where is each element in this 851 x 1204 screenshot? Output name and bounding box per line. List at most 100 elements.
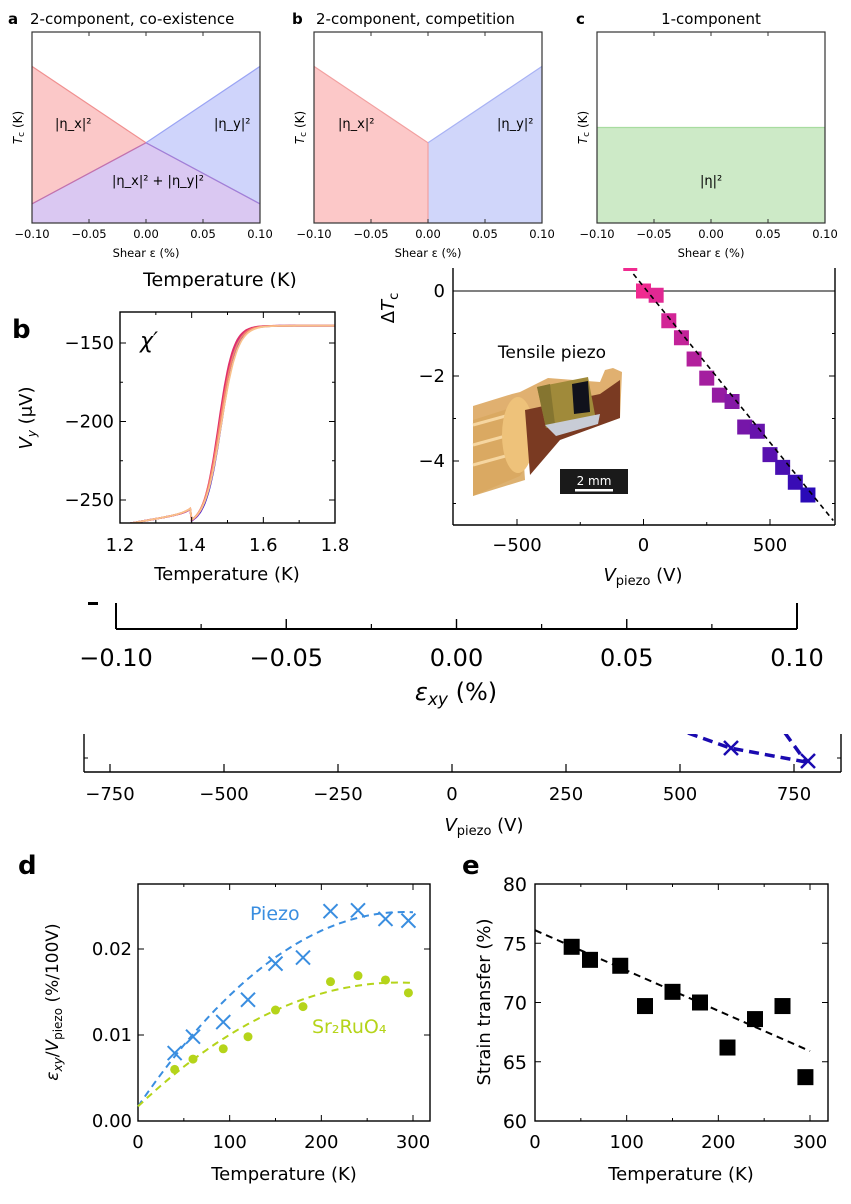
strain-point	[637, 998, 653, 1015]
dtc-point	[636, 283, 651, 299]
x-tick-label: 300	[793, 1132, 827, 1153]
panel-letter-b: b	[292, 10, 303, 28]
x-tick-label: 500	[663, 784, 697, 805]
chi-annotation: χ′	[139, 329, 158, 354]
dtc-point	[800, 487, 816, 503]
clipped-marker	[623, 268, 638, 271]
vpiezo-axis-panel: −750 −500 −250 0 250 500 750 Vpiezo (V)	[83, 734, 842, 839]
x-marker	[800, 753, 816, 769]
vpiezo-curves	[687, 734, 808, 764]
x-tick-label: 0.00	[133, 227, 159, 241]
piezo-point	[240, 992, 256, 1008]
annotation-eta-both: |η_x|² + |η_y|²	[112, 174, 204, 189]
x-tick-label: −0.10	[579, 227, 614, 241]
chi-curve	[127, 324, 335, 523]
x-tick-label: 250	[549, 784, 583, 805]
strain-point	[563, 938, 580, 955]
x-axis-label: Temperature (K)	[607, 1164, 754, 1185]
y-axis-label: Vy (μV)	[16, 387, 39, 450]
x-tick-label: 0.00	[698, 227, 724, 241]
x-tick-label: 200	[304, 1132, 338, 1153]
dtc-point	[686, 351, 702, 367]
piezo-point	[322, 903, 339, 919]
x-tick-label: 0.05	[755, 227, 781, 241]
piezo-photo-inset: 2 mm	[472, 368, 628, 496]
x-tick-label: −0.05	[249, 644, 323, 672]
strain-point	[582, 951, 598, 968]
sr2ruo4-point	[381, 975, 390, 985]
piezo-point	[267, 955, 284, 972]
panel-c: c 1-component |η|² −0.10 −0.05 0.00 0.05 0.10…	[576, 10, 838, 260]
strain-point	[797, 1069, 814, 1086]
panel-letter-b-chi: b	[12, 315, 31, 345]
boundary-eta-y	[427, 65, 543, 144]
x-tick-label: 1.6	[249, 535, 278, 556]
piezo-point	[295, 949, 311, 966]
x-tick-label: 0.10	[247, 227, 273, 241]
y-tick-label: −2	[418, 366, 445, 387]
dtc-point	[737, 419, 753, 435]
x-tick-label: 100	[609, 1132, 643, 1153]
legend-sr2ruo4: Sr₂RuO₄	[312, 1016, 387, 1038]
region-eta	[597, 127, 825, 223]
x-tick-label: 1.2	[106, 535, 135, 556]
x-tick-label: 750	[777, 784, 811, 805]
sr2ruo4-point	[298, 1002, 308, 1012]
chi-curve	[127, 324, 335, 523]
panel-letter-c: c	[576, 10, 585, 28]
dtc-point	[775, 459, 791, 475]
x-tick-label: 0.05	[600, 644, 653, 672]
sr2ruo4-point	[271, 1005, 280, 1015]
y-tick-label: 60	[503, 1111, 527, 1133]
piezo-point	[215, 1014, 231, 1030]
chi-curves	[127, 324, 335, 523]
x-tick-label: −0.05	[71, 227, 106, 241]
scale-bar-label: 2 mm	[577, 474, 612, 488]
x-tick-label: 0.10	[812, 227, 838, 241]
y-axis-label: Tc (K)	[293, 111, 309, 144]
dtc-plot-area	[453, 268, 835, 522]
y-axis-label: Tc (K)	[576, 111, 592, 144]
x-tick-label: −0.10	[296, 227, 331, 241]
panel-letter-d: d	[18, 851, 37, 881]
clipped-xlabel: Temperature (K)	[142, 269, 297, 291]
sr2ruo4-point	[170, 1064, 180, 1074]
dtc-point	[661, 313, 677, 329]
y-tick-label: 70	[503, 993, 527, 1015]
strain-point	[774, 998, 791, 1015]
exy-axis-panel: −0.10 −0.05 0.00 0.05 0.10 εxy (%)	[79, 602, 824, 710]
x-marker	[723, 740, 739, 756]
panel-letter-e: e	[462, 851, 480, 881]
x-tick-label: 0	[638, 535, 649, 556]
piezo-point	[400, 912, 417, 929]
panel-a-title: 2-component, co-existence	[30, 10, 234, 28]
annotation-eta: |η|²	[700, 174, 722, 189]
x-axis-label: Shear ε (%)	[113, 246, 180, 260]
x-tick-label: −0.10	[79, 644, 153, 672]
panel-d: d Piezo Sr₂RuO₄ 0 100 200 300 0.00 0.01 0.02 Te…	[18, 851, 431, 1185]
dashed-curve-1	[687, 734, 807, 764]
legend-piezo: Piezo	[250, 903, 300, 925]
y-tick-label: −200	[65, 412, 114, 433]
fit-curve-sr2ruo4	[137, 981, 414, 1108]
dtc-point	[724, 394, 740, 409]
panel-b-title: 2-component, competition	[316, 10, 515, 28]
x-tick-label: 0.05	[472, 227, 498, 241]
x-axis-label: Shear ε (%)	[678, 246, 745, 260]
x-tick-label: −500	[492, 535, 541, 556]
annotation-eta-y: |η_y|²	[497, 117, 533, 132]
axes-frame	[137, 883, 431, 1122]
y-tick-label: 65	[503, 1052, 527, 1074]
sr2ruo4-point	[353, 971, 363, 981]
x-tick-label: 0.05	[190, 227, 216, 241]
chi-curve	[127, 324, 335, 523]
x-tick-label: 0	[529, 1132, 540, 1153]
dashed-curve-2	[783, 734, 808, 764]
y-tick-label: −250	[65, 490, 114, 511]
piezo-point	[350, 902, 366, 919]
chi-curve	[127, 324, 335, 523]
x-tick-label: 0	[132, 1132, 143, 1153]
panel-a: a 2-component, co-existence |η_x|² |η_y|²…	[8, 10, 273, 260]
sr2ruo4-point	[326, 977, 335, 987]
x-tick-label: 300	[396, 1132, 430, 1153]
